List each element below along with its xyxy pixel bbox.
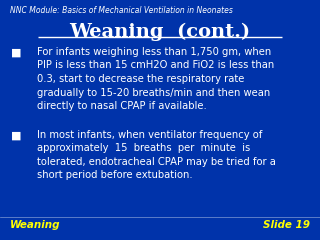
Text: ■: ■ (11, 131, 22, 141)
Text: Weaning  (cont.): Weaning (cont.) (69, 23, 251, 41)
Text: For infants weighing less than 1,750 gm, when
PIP is less than 15 cmH2O and FiO2: For infants weighing less than 1,750 gm,… (37, 47, 274, 111)
Text: Weaning: Weaning (10, 220, 60, 230)
Text: Slide 19: Slide 19 (263, 220, 310, 230)
Text: ■: ■ (11, 48, 22, 58)
Text: In most infants, when ventilator frequency of
approximately  15  breaths  per  m: In most infants, when ventilator frequen… (37, 130, 276, 180)
Text: NNC Module: Basics of Mechanical Ventilation in Neonates: NNC Module: Basics of Mechanical Ventila… (10, 6, 232, 15)
